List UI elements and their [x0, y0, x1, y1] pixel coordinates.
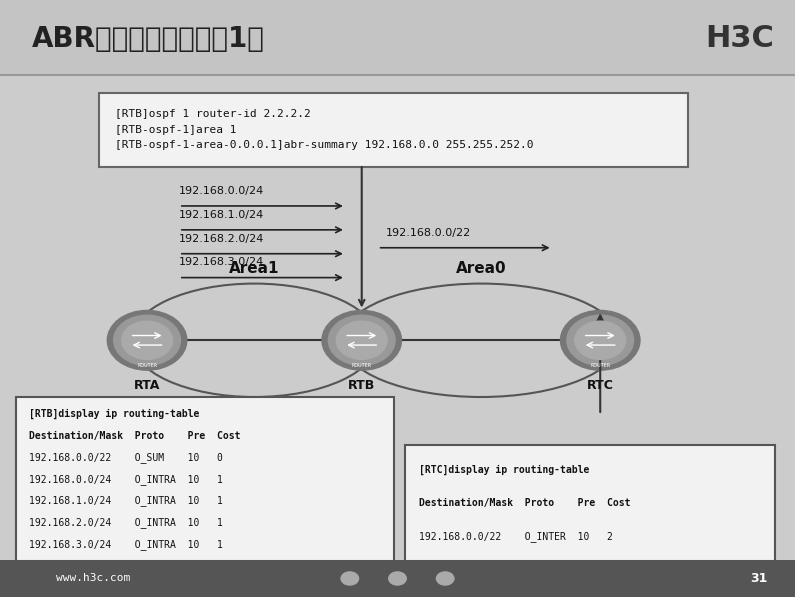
Text: Destination/Mask  Proto    Pre  Cost: Destination/Mask Proto Pre Cost	[419, 498, 630, 508]
Text: RTC: RTC	[587, 379, 614, 392]
FancyBboxPatch shape	[16, 397, 394, 561]
Text: 192.168.3.0/24    O_INTRA  10   1: 192.168.3.0/24 O_INTRA 10 1	[29, 538, 223, 550]
Text: 192.168.0.0/22: 192.168.0.0/22	[386, 227, 471, 238]
Text: H3C: H3C	[705, 24, 774, 53]
Circle shape	[122, 321, 173, 359]
Text: ROUTER: ROUTER	[590, 363, 611, 368]
Text: 192.168.0.0/22    O_INTER  10   2: 192.168.0.0/22 O_INTER 10 2	[419, 531, 613, 542]
Circle shape	[436, 572, 454, 585]
Text: www.h3c.com: www.h3c.com	[56, 574, 130, 583]
FancyBboxPatch shape	[0, 560, 795, 597]
Text: Destination/Mask  Proto    Pre  Cost: Destination/Mask Proto Pre Cost	[29, 431, 241, 441]
Circle shape	[114, 315, 180, 365]
Circle shape	[389, 572, 406, 585]
Circle shape	[328, 315, 395, 365]
Text: ROUTER: ROUTER	[351, 363, 372, 368]
Text: [RTB]display ip routing-table: [RTB]display ip routing-table	[29, 409, 200, 419]
Text: 192.168.2.0/24    O_INTRA  10   1: 192.168.2.0/24 O_INTRA 10 1	[29, 517, 223, 528]
Circle shape	[560, 310, 640, 370]
Text: 31: 31	[750, 572, 767, 585]
Text: 192.168.0.0/22    O_SUM    10   0: 192.168.0.0/22 O_SUM 10 0	[29, 452, 223, 463]
Text: 192.168.0.0/24    O_INTRA  10   1: 192.168.0.0/24 O_INTRA 10 1	[29, 473, 223, 485]
Circle shape	[107, 310, 187, 370]
Circle shape	[341, 572, 359, 585]
Text: 192.168.3.0/24: 192.168.3.0/24	[179, 257, 264, 267]
Text: 192.168.1.0/24: 192.168.1.0/24	[179, 210, 264, 220]
Text: RTB: RTB	[348, 379, 375, 392]
Text: Area1: Area1	[229, 261, 280, 276]
Text: 192.168.0.0/24: 192.168.0.0/24	[179, 186, 264, 196]
Circle shape	[336, 321, 387, 359]
Circle shape	[575, 321, 626, 359]
Text: ABR上路由聚合示例（1）: ABR上路由聚合示例（1）	[32, 25, 265, 53]
FancyBboxPatch shape	[0, 0, 795, 75]
Circle shape	[322, 310, 401, 370]
FancyBboxPatch shape	[405, 445, 775, 561]
Text: [RTB]ospf 1 router-id 2.2.2.2
[RTB-ospf-1]area 1
[RTB-ospf-1-area-0.0.0.1]abr-su: [RTB]ospf 1 router-id 2.2.2.2 [RTB-ospf-…	[115, 109, 533, 150]
Text: 192.168.2.0/24: 192.168.2.0/24	[179, 233, 264, 244]
Text: 192.168.1.0/24    O_INTRA  10   1: 192.168.1.0/24 O_INTRA 10 1	[29, 496, 223, 506]
Text: Area0: Area0	[456, 261, 506, 276]
FancyBboxPatch shape	[99, 93, 688, 167]
Circle shape	[567, 315, 634, 365]
Text: RTA: RTA	[134, 379, 161, 392]
Text: [RTC]display ip routing-table: [RTC]display ip routing-table	[419, 464, 589, 475]
Text: ROUTER: ROUTER	[137, 363, 157, 368]
